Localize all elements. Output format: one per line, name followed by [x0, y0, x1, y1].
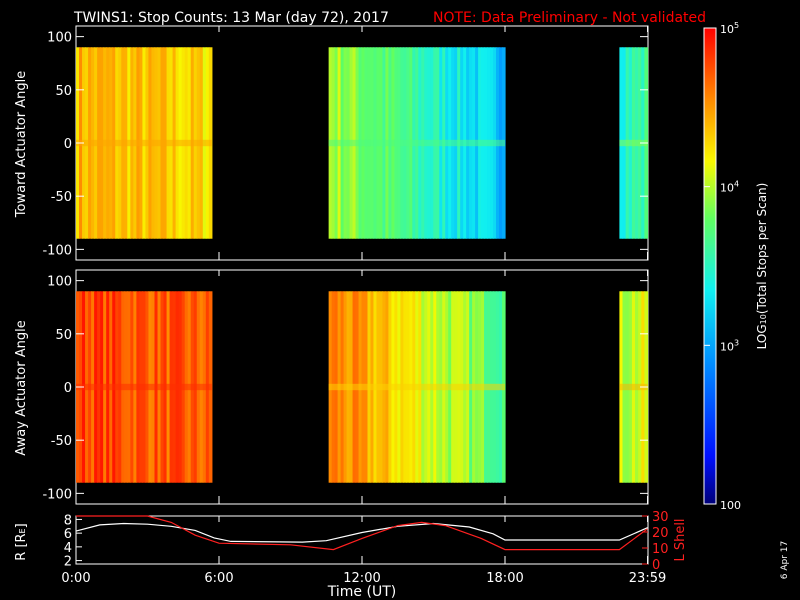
- lshell-line: [76, 515, 648, 551]
- x-tick-label: 6:00: [204, 571, 233, 586]
- y-tick-label: 100: [47, 275, 72, 290]
- toward-angle-panel: 100 50 0 -50 -100 Toward Actuator Angle: [14, 25, 649, 261]
- colorbar: 105 104 103 100 LOG10(Total Stops per Scan): [703, 21, 769, 512]
- y-tick-label: 100: [47, 31, 72, 46]
- x-tick-label: 23:59: [629, 571, 666, 586]
- y-tick-label: 0: [64, 137, 72, 152]
- away-data-block: [76, 291, 213, 483]
- y-tick-label: 50: [55, 328, 72, 343]
- colorbar-label: LOG10(Total Stops per Scan): [755, 183, 769, 350]
- r-tick-label: 6: [64, 527, 72, 542]
- colorbar-tick-label: 104: [720, 180, 739, 195]
- toward-data-block: [328, 47, 506, 239]
- preliminary-note: NOTE: Data Preliminary - Not validated: [433, 10, 706, 26]
- plot-title: TWINS1: Stop Counts: 13 Mar (day 72), 20…: [73, 10, 389, 26]
- y-tick-label: -50: [51, 190, 72, 205]
- time-axis-label: Time (UT): [327, 584, 396, 600]
- zero-angle-band: [76, 139, 212, 147]
- x-tick-label: 0:00: [61, 571, 90, 586]
- colorbar-min-label: 100: [720, 499, 741, 512]
- away-angle-panel: 100 50 0 -50 -100 Away Actuator Angle: [14, 269, 649, 505]
- zero-angle-band: [328, 139, 505, 147]
- y-tick-label: -50: [51, 434, 72, 449]
- r-tick-label: 8: [64, 513, 72, 528]
- zero-angle-band: [328, 383, 505, 391]
- away-angle-label: Away Actuator Angle: [14, 320, 29, 455]
- r-tick-label: 4: [64, 541, 72, 556]
- x-tick-label: 12:00: [343, 571, 380, 586]
- y-tick-label: -100: [42, 487, 72, 502]
- y-tick-label: 50: [55, 84, 72, 99]
- colorbar-tick-label: 103: [720, 338, 739, 353]
- lshell-tick-label: 20: [652, 526, 669, 541]
- colorbar-tick-label: 105: [720, 21, 739, 36]
- y-tick-label: -100: [42, 243, 72, 258]
- date-stamp: 6 Apr 17: [780, 541, 790, 579]
- zero-angle-band: [619, 139, 648, 147]
- lshell-axis-label: L Shell: [673, 518, 688, 561]
- x-tick-label: 18:00: [486, 571, 523, 586]
- zero-angle-band: [76, 383, 212, 391]
- lshell-tick-label: 0: [652, 558, 660, 573]
- y-tick-label: 0: [64, 381, 72, 396]
- radius-line: [75, 522, 648, 543]
- r-tick-label: 2: [64, 555, 72, 570]
- zero-angle-band: [619, 383, 648, 391]
- toward-data-block: [76, 47, 213, 239]
- radius-axis-label: R [RE]: [14, 523, 29, 560]
- toward-angle-label: Toward Actuator Angle: [14, 71, 29, 218]
- away-data-block: [328, 291, 506, 483]
- lshell-tick-label: 10: [652, 542, 669, 557]
- lshell-tick-label: 30: [652, 510, 669, 525]
- colorbar-gradient: [703, 27, 717, 505]
